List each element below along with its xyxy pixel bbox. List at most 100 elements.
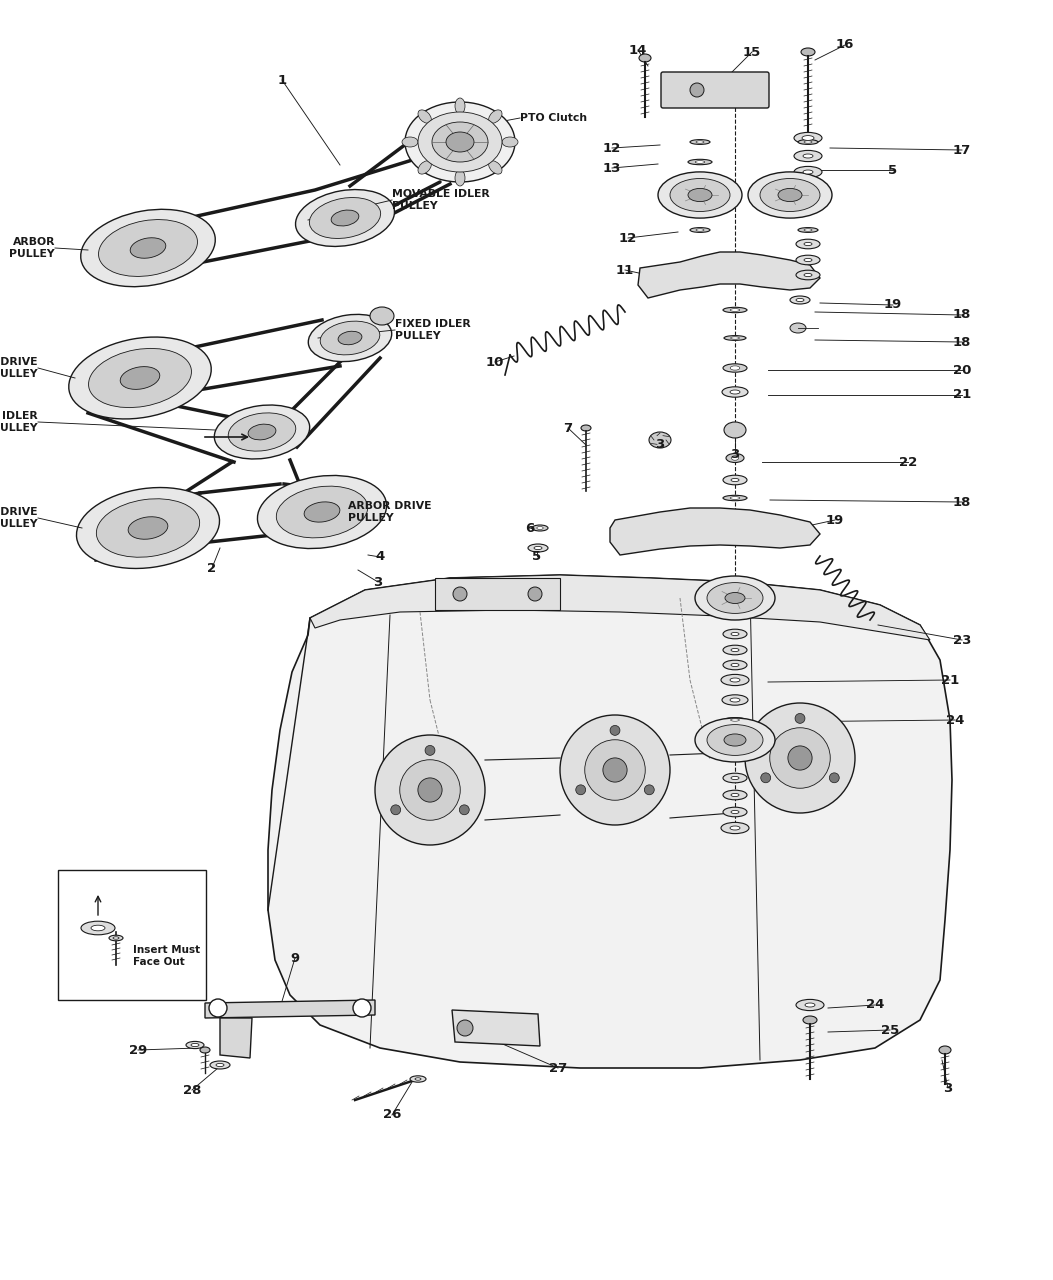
Text: 27: 27	[549, 1061, 568, 1074]
Text: 24: 24	[946, 713, 965, 727]
Text: 10: 10	[485, 356, 504, 369]
Ellipse shape	[191, 1043, 199, 1047]
Text: 26: 26	[383, 1108, 401, 1121]
Text: 7: 7	[563, 421, 573, 434]
Ellipse shape	[732, 456, 738, 461]
Text: 14: 14	[629, 44, 648, 56]
Ellipse shape	[455, 170, 465, 186]
Text: 12: 12	[619, 232, 637, 244]
Text: ARBOR DRIVE
PULLEY: ARBOR DRIVE PULLEY	[0, 357, 38, 379]
Ellipse shape	[730, 826, 740, 829]
Ellipse shape	[724, 422, 746, 438]
Ellipse shape	[81, 210, 215, 287]
Ellipse shape	[534, 547, 542, 549]
Text: 6: 6	[525, 521, 535, 535]
Ellipse shape	[210, 1061, 230, 1069]
Text: 28: 28	[183, 1083, 201, 1097]
Ellipse shape	[296, 189, 395, 247]
Ellipse shape	[731, 479, 739, 481]
Circle shape	[830, 773, 839, 783]
Ellipse shape	[418, 111, 502, 172]
Ellipse shape	[502, 137, 518, 147]
Text: 15: 15	[742, 46, 761, 59]
Ellipse shape	[804, 242, 812, 246]
Text: 11: 11	[616, 264, 634, 276]
Ellipse shape	[730, 308, 740, 311]
Ellipse shape	[432, 122, 488, 163]
FancyBboxPatch shape	[661, 72, 769, 108]
Circle shape	[746, 703, 855, 813]
Polygon shape	[310, 575, 930, 640]
Text: 4: 4	[375, 550, 384, 563]
Ellipse shape	[215, 404, 310, 460]
Circle shape	[425, 745, 435, 755]
Ellipse shape	[489, 110, 502, 123]
Ellipse shape	[731, 777, 739, 780]
Text: 2: 2	[207, 562, 217, 575]
Ellipse shape	[794, 132, 822, 143]
Ellipse shape	[939, 1046, 951, 1053]
Polygon shape	[269, 575, 952, 1068]
Ellipse shape	[804, 141, 812, 143]
Ellipse shape	[200, 1047, 210, 1053]
Circle shape	[603, 758, 628, 782]
Ellipse shape	[798, 228, 818, 233]
Ellipse shape	[418, 161, 432, 174]
Text: 3: 3	[943, 1082, 953, 1094]
Ellipse shape	[730, 390, 740, 394]
Text: 21: 21	[953, 389, 971, 402]
Circle shape	[375, 735, 485, 845]
Ellipse shape	[276, 486, 367, 538]
Ellipse shape	[690, 140, 710, 145]
Ellipse shape	[723, 790, 747, 800]
Ellipse shape	[528, 544, 548, 552]
Ellipse shape	[418, 110, 432, 123]
Text: PartsTre: PartsTre	[347, 621, 722, 698]
Polygon shape	[435, 579, 560, 611]
Ellipse shape	[405, 102, 515, 182]
Text: PTO Clutch: PTO Clutch	[520, 113, 588, 123]
Text: ARBOR DRIVE
PULLEY: ARBOR DRIVE PULLEY	[347, 502, 432, 522]
Ellipse shape	[796, 1000, 824, 1011]
Ellipse shape	[796, 255, 820, 265]
Circle shape	[208, 998, 227, 1018]
Ellipse shape	[110, 936, 123, 941]
Ellipse shape	[726, 593, 746, 603]
Ellipse shape	[726, 453, 744, 462]
Ellipse shape	[696, 229, 704, 232]
Circle shape	[457, 1020, 473, 1036]
Text: FIXED IDLER
PULLEY: FIXED IDLER PULLEY	[395, 319, 471, 340]
Text: 20: 20	[953, 364, 971, 376]
Ellipse shape	[804, 229, 812, 232]
Ellipse shape	[639, 54, 651, 61]
Text: MOVABLE IDLER
PULLEY: MOVABLE IDLER PULLEY	[392, 189, 490, 211]
Ellipse shape	[695, 161, 704, 164]
Text: 29: 29	[128, 1043, 147, 1056]
Ellipse shape	[731, 719, 739, 721]
Ellipse shape	[730, 497, 740, 499]
Ellipse shape	[128, 517, 167, 539]
Circle shape	[795, 713, 804, 723]
Ellipse shape	[731, 663, 739, 667]
Ellipse shape	[796, 298, 804, 302]
Ellipse shape	[415, 1078, 421, 1080]
Ellipse shape	[723, 495, 747, 500]
Ellipse shape	[803, 1016, 817, 1024]
Ellipse shape	[798, 140, 818, 145]
Text: 19: 19	[883, 298, 902, 311]
Ellipse shape	[320, 321, 380, 355]
Ellipse shape	[532, 525, 548, 531]
Ellipse shape	[688, 188, 712, 201]
Ellipse shape	[331, 210, 359, 227]
Circle shape	[400, 760, 460, 820]
Ellipse shape	[120, 366, 160, 389]
Ellipse shape	[724, 733, 746, 746]
Ellipse shape	[731, 337, 739, 339]
Ellipse shape	[91, 925, 105, 931]
Text: 17: 17	[953, 143, 971, 156]
Ellipse shape	[688, 159, 712, 165]
Text: 3: 3	[731, 448, 739, 462]
Text: 25: 25	[881, 1024, 899, 1037]
Ellipse shape	[658, 172, 742, 218]
Text: 21: 21	[941, 673, 959, 686]
